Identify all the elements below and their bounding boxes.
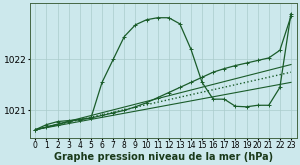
X-axis label: Graphe pression niveau de la mer (hPa): Graphe pression niveau de la mer (hPa): [54, 151, 273, 162]
